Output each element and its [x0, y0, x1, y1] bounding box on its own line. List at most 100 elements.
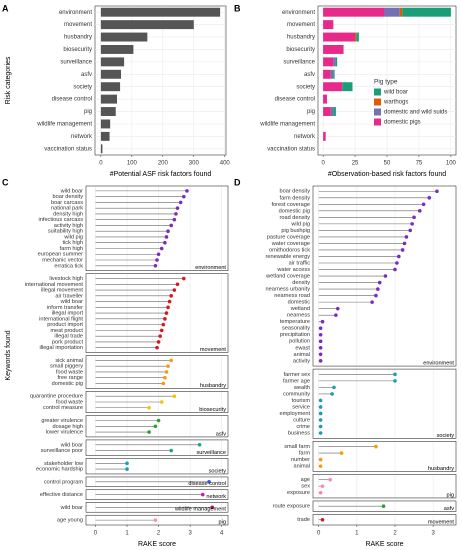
facet-label: pig	[447, 492, 454, 498]
dot	[318, 457, 323, 462]
dot	[377, 280, 382, 285]
y-tick-label: tick high	[62, 240, 83, 246]
y-tick-label: control program	[44, 479, 84, 485]
y-tick-label: farm density	[280, 195, 311, 201]
dot	[318, 359, 323, 363]
bar-segment	[323, 57, 334, 67]
dot	[167, 299, 172, 304]
y-tick-label: temperature	[280, 319, 310, 325]
y-tick-label: food waste	[56, 369, 83, 375]
y-tick-label: boar density	[280, 189, 311, 195]
dot	[156, 418, 161, 423]
dot	[182, 276, 186, 281]
y-tick-label: animal	[294, 464, 310, 470]
dot	[408, 228, 413, 233]
y-tick-label: wild boar	[60, 442, 84, 448]
dot	[125, 461, 129, 466]
dot	[393, 267, 397, 272]
dot	[175, 206, 180, 210]
bar	[100, 119, 111, 129]
dot	[155, 345, 159, 350]
dot	[172, 288, 177, 292]
facet-frame	[85, 185, 229, 271]
dot	[402, 241, 407, 246]
bar-segment	[330, 107, 334, 117]
y-tick-label: erratica tick	[54, 263, 83, 269]
y-tick-label: dosage high	[53, 424, 83, 430]
facet-frame	[312, 514, 457, 526]
y-tick-label: small piggery	[50, 364, 83, 370]
bar	[100, 20, 194, 30]
x-tick-label: 200	[158, 161, 169, 167]
y-tick-label: network	[71, 134, 93, 140]
y-tick-label: trade	[297, 517, 310, 523]
dot	[318, 405, 323, 409]
dot	[318, 464, 323, 468]
dot	[166, 305, 170, 310]
facet-label: disease control	[188, 481, 226, 487]
bar-segment	[355, 32, 357, 42]
x-tick-label: 4	[220, 531, 224, 537]
facet-frame	[85, 489, 229, 500]
dot	[318, 339, 323, 344]
dot	[169, 358, 173, 363]
legend-swatch	[374, 118, 381, 126]
dot	[163, 240, 167, 245]
y-tick-label: pig bushpig	[281, 228, 310, 234]
y-tick-label: seasonality	[282, 326, 310, 332]
y-tick-label: farm high	[60, 246, 83, 252]
y-tick-label: biosecurity	[286, 47, 315, 53]
bar-segment	[399, 7, 403, 17]
y-tick-label: pork product	[52, 339, 84, 345]
y-tick-label: nearness	[287, 313, 310, 319]
y-tick-label: pig	[307, 109, 315, 115]
bar-segment	[333, 69, 335, 79]
dot	[156, 252, 161, 257]
x-tick-label: 25	[352, 161, 359, 167]
facet-label: society	[209, 468, 227, 474]
dot	[395, 261, 399, 265]
dot	[125, 467, 129, 471]
y-tick-label: air traffic	[289, 260, 311, 266]
y-tick-label: tourism	[292, 398, 311, 404]
dot	[147, 430, 151, 434]
y-tick-label: pasture coverage	[267, 234, 310, 240]
facet-label: movement	[428, 519, 455, 525]
x-tick-label: 1	[125, 531, 129, 537]
y-tick-label: employment	[280, 411, 311, 417]
dot	[161, 381, 166, 386]
y-tick-label: infectious carcass	[39, 217, 84, 223]
facet-label: surveillance	[196, 450, 226, 456]
bar-segment	[323, 32, 356, 42]
y-tick-label: age	[301, 477, 310, 483]
dot	[210, 505, 215, 510]
bar-segment	[323, 131, 326, 141]
y-tick-label: disease control	[275, 97, 315, 103]
facet-label: asfv	[444, 506, 454, 512]
dot	[200, 492, 205, 497]
y-tick-label: product import	[47, 322, 83, 328]
dot	[318, 411, 323, 416]
y-tick-label: economic hardship	[36, 467, 83, 473]
bar	[100, 32, 148, 42]
y-tick-label: nearness road	[274, 293, 310, 299]
legend-label: domestic and wild suids	[384, 110, 447, 116]
facet-frame	[85, 439, 229, 456]
bar-segment	[323, 94, 327, 104]
facet-frame	[85, 476, 229, 488]
y-tick-label: precipitation	[280, 332, 310, 338]
dot	[159, 246, 164, 251]
bar	[100, 107, 116, 117]
bar	[100, 144, 103, 154]
dot	[381, 504, 386, 509]
y-tick-label: asfv	[304, 72, 315, 78]
y-axis-title: Risk categories	[5, 56, 12, 104]
y-tick-label: activity high	[54, 223, 83, 229]
dot	[159, 400, 164, 404]
bar-segment	[330, 69, 334, 79]
dot	[417, 209, 422, 213]
dot	[153, 518, 158, 522]
y-tick-label: movement	[64, 22, 92, 28]
dot	[164, 311, 169, 315]
panel-label: A	[2, 3, 9, 13]
